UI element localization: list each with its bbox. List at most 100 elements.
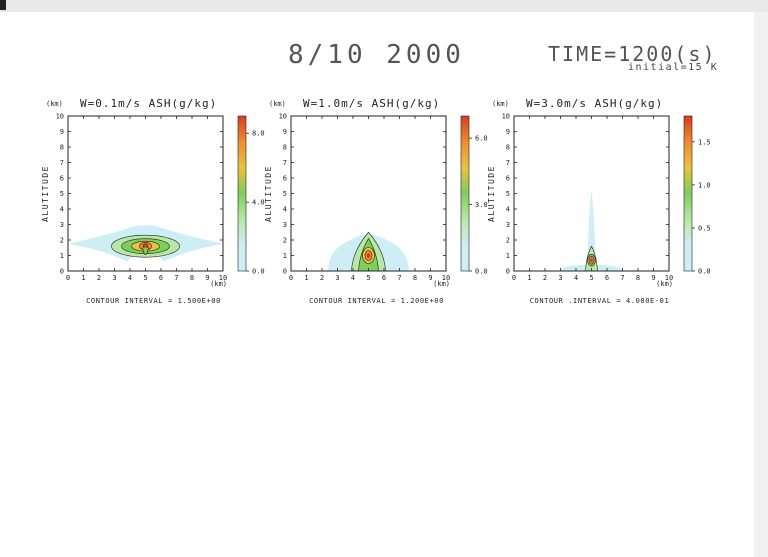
chart-2-y-tick-label: 10: [279, 113, 287, 121]
chart-1-x-tick-label: 10: [219, 274, 227, 282]
chart-1-colorbar: [237, 115, 247, 272]
chart-1-x-tick-label: 0: [66, 274, 70, 282]
chart-1-x-tick-label: 5: [143, 274, 147, 282]
chart-1-y-unit: (km): [46, 100, 63, 108]
chart-3-x-tick-label: 7: [620, 274, 624, 282]
chart-1-y-tick-label: 4: [60, 206, 64, 214]
chart-3-title: W=3.0m/s ASH(g/kg): [526, 97, 663, 110]
chart-3-contour-interval: CONTOUR .INTERVAL = 4.000E-01: [530, 297, 670, 305]
chart-2-y-tick-label: 1: [283, 252, 287, 260]
chart-2-x-label: (km): [433, 280, 450, 288]
page-title-date: 8/10 2000: [288, 40, 465, 70]
chart-3-colorbar-label: 0.5: [698, 224, 711, 232]
chart-2-x-tick-label: 1: [304, 274, 308, 282]
chart-1-x-tick-label: 8: [190, 274, 194, 282]
chart-2-x-tick-label: 8: [413, 274, 417, 282]
chart-3-x-tick-label: 3: [558, 274, 562, 282]
chart-2-colorbar-label: 3.0: [475, 201, 488, 209]
chart-3-y-tick-label: 0: [506, 268, 510, 276]
chart-3-x-tick-label: 1: [527, 274, 531, 282]
chart-2-colorbar-label: 0.0: [475, 268, 488, 276]
chart-3-y-label: ALUTITUDE: [487, 165, 496, 222]
chart-1-y-tick-label: 8: [60, 144, 64, 152]
chart-2-title: W=1.0m/s ASH(g/kg): [303, 97, 440, 110]
chart-3-x-tick-label: 5: [589, 274, 593, 282]
scan-edge-right: [754, 12, 768, 557]
chart-1-x-tick-label: 9: [205, 274, 209, 282]
chart-1-colorbar-label: 8.0: [252, 130, 265, 138]
chart-1-x-label: (km): [210, 280, 227, 288]
chart-1-x-tick-label: 4: [128, 274, 132, 282]
chart-3-x-tick-label: 8: [636, 274, 640, 282]
chart-1-title: W=0.1m/s ASH(g/kg): [80, 97, 217, 110]
chart-2-x-tick-label: 10: [442, 274, 450, 282]
chart-2-x-tick-label: 5: [366, 274, 370, 282]
chart-2-y-tick-label: 2: [283, 237, 287, 245]
chart-2-y-unit: (km): [269, 100, 286, 108]
chart-3-x-tick-label: 0: [512, 274, 516, 282]
chart-2-x-tick-label: 6: [382, 274, 386, 282]
chart-3-x-tick-label: 10: [665, 274, 673, 282]
chart-1-y-tick-label: 7: [60, 159, 64, 167]
chart-1-y-tick-label: 2: [60, 237, 64, 245]
chart-2-y-tick-label: 8: [283, 144, 287, 152]
chart-1-y-tick-label: 6: [60, 175, 64, 183]
scan-edge-top: [0, 0, 768, 12]
chart-2-y-tick-label: 0: [283, 268, 287, 276]
chart-3-x-tick-label: 2: [543, 274, 547, 282]
chart-2-x-tick-label: 9: [428, 274, 432, 282]
chart-1-y-tick-label: 9: [60, 128, 64, 136]
chart-1-y-tick-label: 0: [60, 268, 64, 276]
chart-1-y-tick-label: 3: [60, 221, 64, 229]
initial-temperature-label: initial=15 K: [628, 62, 719, 73]
chart-1-y-tick-label: 1: [60, 252, 64, 260]
chart-1-x-tick-label: 6: [159, 274, 163, 282]
chart-2-colorbar: [460, 115, 470, 272]
scan-corner-mark: [0, 0, 6, 10]
chart-1-stem: [142, 247, 149, 256]
chart-2-band-6: [366, 252, 371, 259]
chart-3-y-tick-label: 3: [506, 221, 510, 229]
chart-2-y-tick-label: 4: [283, 206, 287, 214]
chart-1-plume: [68, 225, 223, 262]
chart-1-y-label: ALUTITUDE: [41, 165, 50, 222]
chart-3-x-tick-label: 9: [651, 274, 655, 282]
chart-1-colorbar-label: 0.0: [252, 268, 265, 276]
chart-3-colorbar: [683, 115, 693, 272]
chart-1-x-tick-label: 1: [81, 274, 85, 282]
chart-1-x-tick-label: 7: [174, 274, 178, 282]
chart-1-y-tick-label: 10: [56, 113, 64, 121]
chart-1-x-tick-label: 3: [112, 274, 116, 282]
time-label: TIME=1200(s): [548, 42, 717, 66]
chart-1-y-tick-label: 5: [60, 190, 64, 198]
chart-3-y-tick-label: 4: [506, 206, 510, 214]
chart-3-y-tick-label: 6: [506, 175, 510, 183]
chart-2-y-tick-label: 3: [283, 221, 287, 229]
chart-3-y-tick-label: 2: [506, 237, 510, 245]
chart-3-y-tick-label: 5: [506, 190, 510, 198]
chart-3-y-unit: (km): [492, 100, 509, 108]
chart-3-x-label: (km): [656, 280, 673, 288]
chart-3-y-tick-label: 9: [506, 128, 510, 136]
chart-1-colorbar-label: 4.0: [252, 199, 265, 207]
chart-3-plume: [560, 190, 623, 272]
chart-3-y-tick-label: 10: [502, 113, 510, 121]
chart-2-plume: [328, 231, 409, 272]
chart-3-y-tick-label: 1: [506, 252, 510, 260]
chart-3-colorbar-label: 1.0: [698, 181, 711, 189]
chart-3-colorbar-label: 0.0: [698, 268, 711, 276]
chart-2-x-tick-label: 2: [320, 274, 324, 282]
chart-3-band-6: [590, 258, 593, 263]
chart-3-x-tick-label: 6: [605, 274, 609, 282]
chart-2-colorbar-label: 6.0: [475, 135, 488, 143]
chart-2-x-tick-label: 4: [351, 274, 355, 282]
chart-3-y-tick-label: 8: [506, 144, 510, 152]
chart-2-y-label: ALUTITUDE: [264, 165, 273, 222]
chart-2-x-tick-label: 3: [335, 274, 339, 282]
chart-2-y-tick-label: 9: [283, 128, 287, 136]
chart-2-x-tick-label: 7: [397, 274, 401, 282]
chart-3-band-1: [587, 190, 596, 264]
chart-2-y-tick-label: 6: [283, 175, 287, 183]
chart-2-contour-interval: CONTOUR INTERVAL = 1.200E+00: [309, 297, 444, 305]
